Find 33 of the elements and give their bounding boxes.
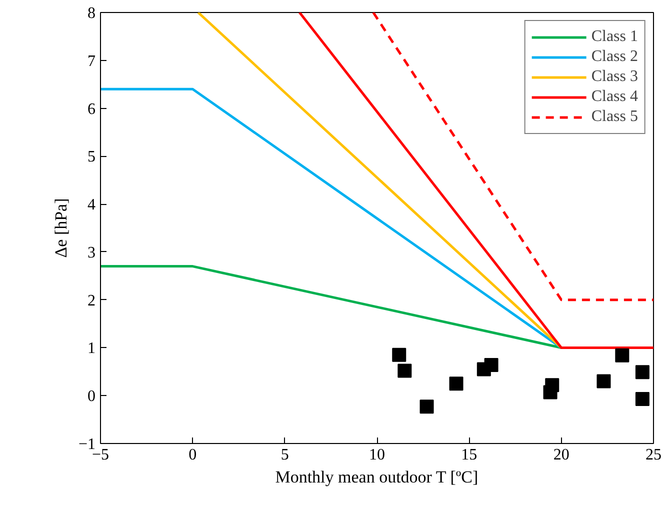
y-axis-title: Δe [hPa] bbox=[51, 198, 70, 258]
y-tick-label: 1 bbox=[88, 340, 96, 358]
y-tick-label: 0 bbox=[88, 388, 96, 406]
y-tick-label: 6 bbox=[88, 100, 96, 118]
point bbox=[392, 348, 406, 362]
x-tick-label: 20 bbox=[553, 446, 570, 464]
y-tick-label: 4 bbox=[88, 196, 96, 214]
legend-label: Class 3 bbox=[591, 68, 638, 86]
point bbox=[596, 374, 611, 388]
point bbox=[420, 400, 434, 414]
y-tick-label: 2 bbox=[88, 292, 96, 310]
y-tick-label: 5 bbox=[88, 148, 96, 166]
legend-label: Class 1 bbox=[591, 28, 638, 46]
point bbox=[543, 385, 558, 400]
y-tick-label: 8 bbox=[88, 5, 96, 22]
point bbox=[484, 358, 498, 372]
y-tick-label: −1 bbox=[78, 436, 96, 453]
point bbox=[635, 392, 650, 406]
x-tick-label: 5 bbox=[280, 446, 289, 464]
x-axis-title: Monthly mean outdoor T [ºC] bbox=[275, 468, 478, 486]
y-tick-label: 3 bbox=[88, 244, 96, 262]
point bbox=[635, 365, 650, 380]
legend-label: Class 5 bbox=[591, 108, 638, 126]
legend-label: Class 4 bbox=[591, 88, 638, 106]
x-tick-label: 25 bbox=[646, 446, 662, 464]
x-tick-label: 10 bbox=[369, 446, 385, 464]
x-tick-label: 0 bbox=[188, 446, 197, 464]
point bbox=[398, 364, 412, 378]
x-tick-label: 15 bbox=[461, 446, 478, 464]
point bbox=[615, 348, 630, 362]
y-tick-label: 7 bbox=[88, 52, 96, 70]
point bbox=[449, 376, 464, 391]
legend-label: Class 2 bbox=[591, 48, 638, 66]
